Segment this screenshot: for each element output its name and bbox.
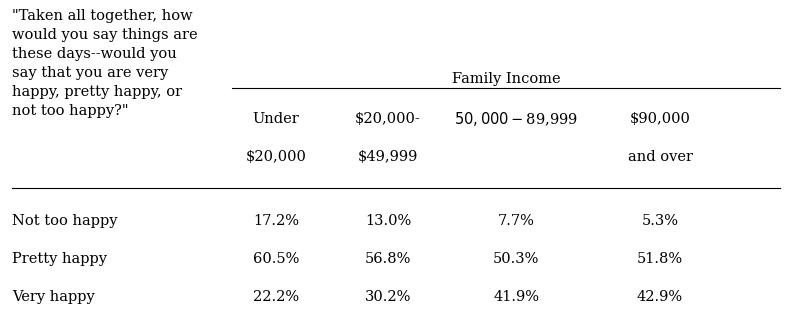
Text: "Taken all together, how
would you say things are
these days--would you
say that: "Taken all together, how would you say t… bbox=[12, 9, 198, 118]
Text: Under: Under bbox=[253, 112, 299, 126]
Text: $49,999: $49,999 bbox=[358, 150, 418, 164]
Text: Family Income: Family Income bbox=[452, 72, 560, 86]
Text: 13.0%: 13.0% bbox=[365, 214, 411, 228]
Text: 42.9%: 42.9% bbox=[637, 290, 683, 304]
Text: 50.3%: 50.3% bbox=[493, 252, 539, 266]
Text: 30.2%: 30.2% bbox=[365, 290, 411, 304]
Text: 5.3%: 5.3% bbox=[642, 214, 678, 228]
Text: 56.8%: 56.8% bbox=[365, 252, 411, 266]
Text: 51.8%: 51.8% bbox=[637, 252, 683, 266]
Text: Pretty happy: Pretty happy bbox=[12, 252, 107, 266]
Text: $20,000: $20,000 bbox=[246, 150, 306, 164]
Text: Not too happy: Not too happy bbox=[12, 214, 118, 228]
Text: Very happy: Very happy bbox=[12, 290, 94, 304]
Text: $90,000: $90,000 bbox=[630, 112, 690, 126]
Text: $20,000-: $20,000- bbox=[355, 112, 421, 126]
Text: and over: and over bbox=[627, 150, 693, 164]
Text: 17.2%: 17.2% bbox=[253, 214, 299, 228]
Text: $50,000-$89,999: $50,000-$89,999 bbox=[454, 110, 578, 128]
Text: 60.5%: 60.5% bbox=[253, 252, 299, 266]
Text: 41.9%: 41.9% bbox=[493, 290, 539, 304]
Text: 7.7%: 7.7% bbox=[498, 214, 534, 228]
Text: 22.2%: 22.2% bbox=[253, 290, 299, 304]
